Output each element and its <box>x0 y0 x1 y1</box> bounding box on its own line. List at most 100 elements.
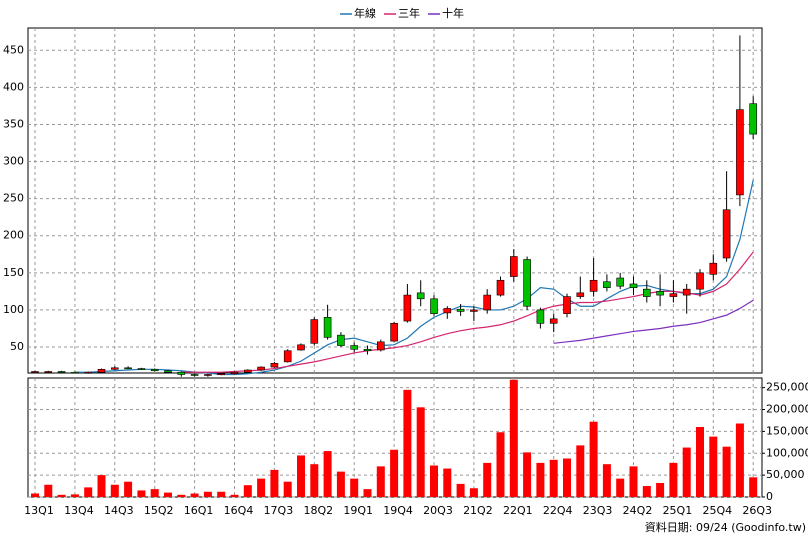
x-tick-label: 13Q1 <box>24 504 54 517</box>
volume-bar <box>735 423 744 497</box>
y-tick-label: 450 <box>3 43 24 56</box>
volume-bar <box>430 465 438 497</box>
candle-body <box>150 368 159 372</box>
volume-bar <box>350 478 359 497</box>
volume-bar <box>31 493 39 497</box>
volume-bar <box>403 389 412 497</box>
x-tick-label: 22Q1 <box>503 504 533 517</box>
candle-body <box>589 279 598 292</box>
candle-body <box>257 366 265 371</box>
volume-bar <box>124 481 133 497</box>
candle-body <box>416 292 425 300</box>
x-tick-label: 25Q4 <box>702 504 732 517</box>
volume-bar <box>629 466 638 497</box>
volume-bar <box>177 494 186 497</box>
candle-body <box>350 345 359 350</box>
candle-body <box>310 319 319 344</box>
volume-bar <box>217 491 226 497</box>
y-tick-label: 350 <box>3 117 24 130</box>
x-tick-label: 16Q1 <box>184 504 214 517</box>
candle-body <box>563 296 571 314</box>
volume-bar <box>203 491 212 497</box>
candle-body <box>124 367 132 370</box>
candle-body <box>456 308 465 312</box>
candle-body <box>470 309 478 312</box>
y2-tick-label: 100,000 <box>766 446 808 459</box>
x-tick-label: 16Q4 <box>224 504 254 517</box>
candle-body <box>244 369 252 373</box>
candle-body <box>297 344 305 351</box>
candle-body <box>696 272 704 290</box>
candle-body <box>483 294 492 311</box>
candle-body <box>403 294 412 322</box>
ma-line <box>553 299 754 344</box>
y2-tick-label: 0 <box>766 490 773 503</box>
volume-bar <box>230 494 239 497</box>
volume-bar <box>97 475 106 497</box>
candle-body <box>656 291 664 296</box>
x-tick-label: 25Q1 <box>663 504 693 517</box>
volume-bar <box>602 464 611 497</box>
volume-bar <box>323 451 332 497</box>
x-tick-label: 17Q3 <box>264 504 294 517</box>
candle-body <box>270 363 279 368</box>
volume-bar <box>150 489 159 497</box>
candle-body <box>84 371 92 374</box>
volume-bar <box>137 490 146 497</box>
candle-body <box>111 367 119 370</box>
x-tick-label: 19Q4 <box>383 504 413 517</box>
price-frame <box>27 27 763 374</box>
candle-body <box>323 317 332 338</box>
volume-bar <box>70 494 79 497</box>
volume-bar <box>44 484 53 497</box>
ma-line <box>74 179 754 376</box>
volume-bar <box>536 462 545 497</box>
volume-bar <box>576 445 585 497</box>
candle-body <box>164 370 172 373</box>
y-tick-label: 300 <box>3 155 24 168</box>
volume-bar <box>642 486 651 497</box>
volume-bar <box>523 452 532 497</box>
volume-bar <box>363 489 372 497</box>
volume-bar <box>456 483 465 497</box>
volume-bar <box>416 407 425 497</box>
legend-label: 十年 <box>442 6 464 20</box>
volume-bar <box>283 481 292 497</box>
candle-body <box>603 281 611 288</box>
volume-bar <box>696 427 704 497</box>
candle-body <box>616 277 625 287</box>
candle-body <box>57 371 66 373</box>
volume-bar <box>589 421 598 497</box>
volume-bar <box>57 494 66 497</box>
volume-bar <box>243 485 252 497</box>
volume-bar <box>549 459 558 497</box>
volume-bar <box>390 449 399 497</box>
volume-bar <box>709 436 718 497</box>
x-tick-label: 20Q3 <box>423 504 453 517</box>
y-tick-label: 400 <box>3 80 24 93</box>
candle-body <box>44 371 53 373</box>
volume-bar <box>722 446 731 497</box>
volume-bar <box>84 487 93 497</box>
x-tick-label: 15Q2 <box>144 504 174 517</box>
candle-body <box>337 334 345 346</box>
y-tick-label: 250 <box>3 192 24 205</box>
candle-body <box>230 371 239 375</box>
volume-bar <box>190 493 199 497</box>
candle-body <box>496 279 505 296</box>
x-tick-label: 19Q1 <box>343 504 373 517</box>
candle-body <box>509 256 518 277</box>
candle-body <box>177 371 186 375</box>
legend-label: 年線 <box>354 6 376 20</box>
x-tick-label: 21Q2 <box>463 504 493 517</box>
y2-tick-label: 150,000 <box>766 424 808 437</box>
candle-body <box>363 348 372 352</box>
legend-label: 三年 <box>398 6 420 20</box>
candle-body <box>204 374 212 376</box>
volume-bar <box>310 464 319 497</box>
candle-body <box>31 371 39 373</box>
x-tick-label: 18Q2 <box>303 504 333 517</box>
candle-body <box>549 318 558 324</box>
